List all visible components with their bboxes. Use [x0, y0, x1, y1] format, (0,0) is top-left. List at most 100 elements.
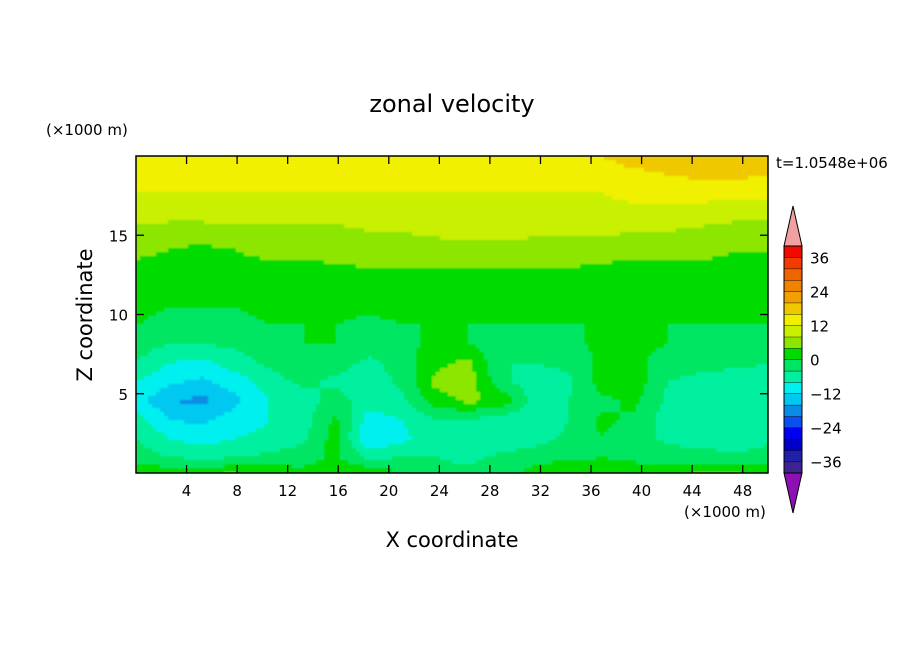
field-cell [572, 216, 577, 221]
field-cell [508, 176, 513, 181]
field-cell [652, 256, 657, 261]
field-cell [216, 156, 221, 161]
field-cell [196, 280, 201, 285]
field-cell [416, 172, 421, 177]
field-cell [568, 220, 573, 225]
field-cell [736, 264, 741, 269]
field-cell [668, 208, 673, 213]
field-cell [688, 156, 693, 161]
field-cell [188, 216, 193, 221]
field-cell [204, 268, 209, 273]
field-cell [664, 220, 669, 225]
field-cell [388, 156, 393, 161]
field-cell [496, 204, 501, 209]
field-cell [700, 228, 705, 233]
field-cell [332, 200, 337, 205]
field-cell [196, 220, 201, 225]
field-cell [344, 156, 349, 161]
field-cell [340, 168, 345, 173]
field-cell [216, 224, 221, 229]
field-cell [248, 228, 253, 233]
field-cell [444, 260, 449, 265]
field-cell [300, 160, 305, 165]
field-cell [288, 184, 293, 189]
field-cell [752, 232, 757, 237]
field-cell [720, 196, 725, 201]
field-cell [356, 208, 361, 213]
field-cell [684, 208, 689, 213]
field-cell [420, 208, 425, 213]
field-cell [748, 228, 753, 233]
field-cell [192, 248, 197, 253]
field-cell [264, 232, 269, 237]
field-cell [140, 164, 145, 169]
field-cell [624, 248, 629, 253]
field-cell [196, 200, 201, 205]
field-cell [548, 228, 553, 233]
field-cell [252, 176, 257, 181]
field-cell [748, 272, 753, 277]
field-cell [560, 248, 565, 253]
field-cell [544, 256, 549, 261]
field-cell [488, 184, 493, 189]
field-cell [532, 244, 537, 249]
field-cell [756, 252, 761, 257]
field-cell [144, 256, 149, 261]
field-cell [440, 188, 445, 193]
field-cell [372, 220, 377, 225]
field-cell [324, 204, 329, 209]
field-cell [160, 240, 165, 245]
field-cell [760, 156, 765, 161]
field-cell [164, 272, 169, 277]
field-cell [456, 196, 461, 201]
field-cell [436, 180, 441, 185]
field-cell [316, 204, 321, 209]
field-cell [328, 216, 333, 221]
field-cell [492, 232, 497, 237]
field-cell [752, 256, 757, 261]
field-cell [748, 244, 753, 249]
field-cell [312, 216, 317, 221]
field-cell [164, 216, 169, 221]
field-cell [412, 172, 417, 177]
field-cell [172, 164, 177, 169]
field-cell [408, 192, 413, 197]
field-cell [168, 268, 173, 273]
field-cell [544, 224, 549, 229]
field-cell [352, 204, 357, 209]
field-cell [536, 260, 541, 265]
field-cell [528, 240, 533, 245]
field-cell [296, 256, 301, 261]
field-cell [256, 172, 261, 177]
field-cell [424, 244, 429, 249]
field-cell [636, 200, 641, 205]
field-cell [588, 276, 593, 281]
field-cell [368, 236, 373, 241]
field-cell [460, 248, 465, 253]
field-cell [344, 200, 349, 205]
field-cell [740, 216, 745, 221]
field-cell [496, 272, 501, 277]
field-cell [392, 280, 397, 285]
field-cell [484, 212, 489, 217]
field-cell [352, 232, 357, 237]
field-cell [696, 216, 701, 221]
field-cell [164, 268, 169, 273]
field-cell [756, 236, 761, 241]
field-cell [240, 256, 245, 261]
field-cell [544, 172, 549, 177]
field-cell [232, 280, 237, 285]
field-cell [596, 260, 601, 265]
field-cell [732, 184, 737, 189]
field-cell [324, 168, 329, 173]
field-cell [644, 212, 649, 217]
field-cell [516, 264, 521, 269]
field-cell [460, 208, 465, 213]
field-cell [740, 180, 745, 185]
field-cell [504, 236, 509, 241]
field-cell [456, 156, 461, 161]
field-cell [344, 196, 349, 201]
field-cell [756, 244, 761, 249]
field-cell [680, 196, 685, 201]
field-cell [384, 276, 389, 281]
